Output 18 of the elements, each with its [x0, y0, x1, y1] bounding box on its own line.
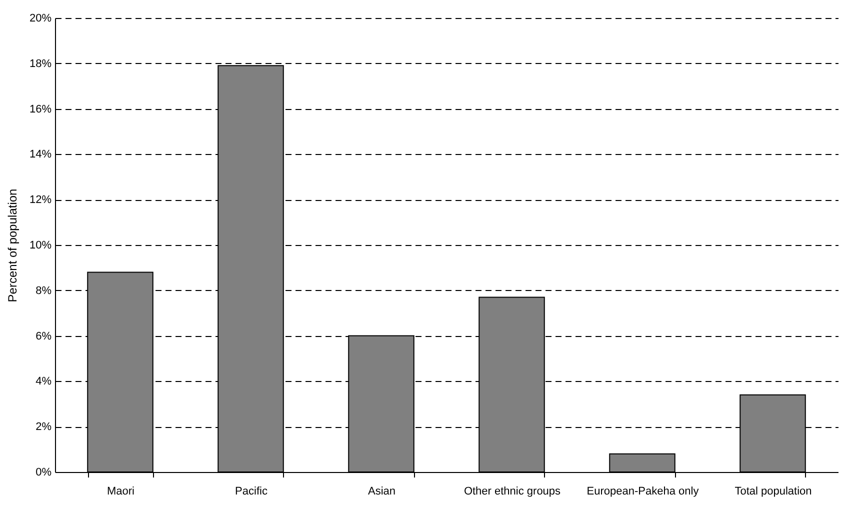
y-tick-label: 16% — [29, 103, 52, 116]
y-tick-label: 2% — [36, 421, 52, 434]
x-tick-label: Total population — [734, 486, 812, 498]
y-tick-label: 0% — [36, 466, 52, 478]
x-tick-label: Maori — [106, 486, 135, 498]
y-tick-label: 18% — [29, 58, 52, 70]
y-tick-label: 10% — [29, 240, 52, 252]
x-tick-label: European-Pakeha only — [586, 486, 700, 498]
y-tick-label: 4% — [36, 376, 52, 388]
x-tick-label: Asian — [368, 486, 396, 498]
y-tick-label: 12% — [29, 194, 52, 206]
y-tick-label: 14% — [29, 148, 52, 161]
y-tick-label: 20% — [29, 12, 52, 24]
x-tick-label: Pacific — [235, 486, 268, 498]
y-tick-label: 8% — [36, 284, 52, 297]
x-tick-label: Other ethnic groups — [464, 486, 562, 498]
y-tick-label: 6% — [36, 330, 52, 342]
y-axis-title: Percent of population — [5, 188, 20, 302]
